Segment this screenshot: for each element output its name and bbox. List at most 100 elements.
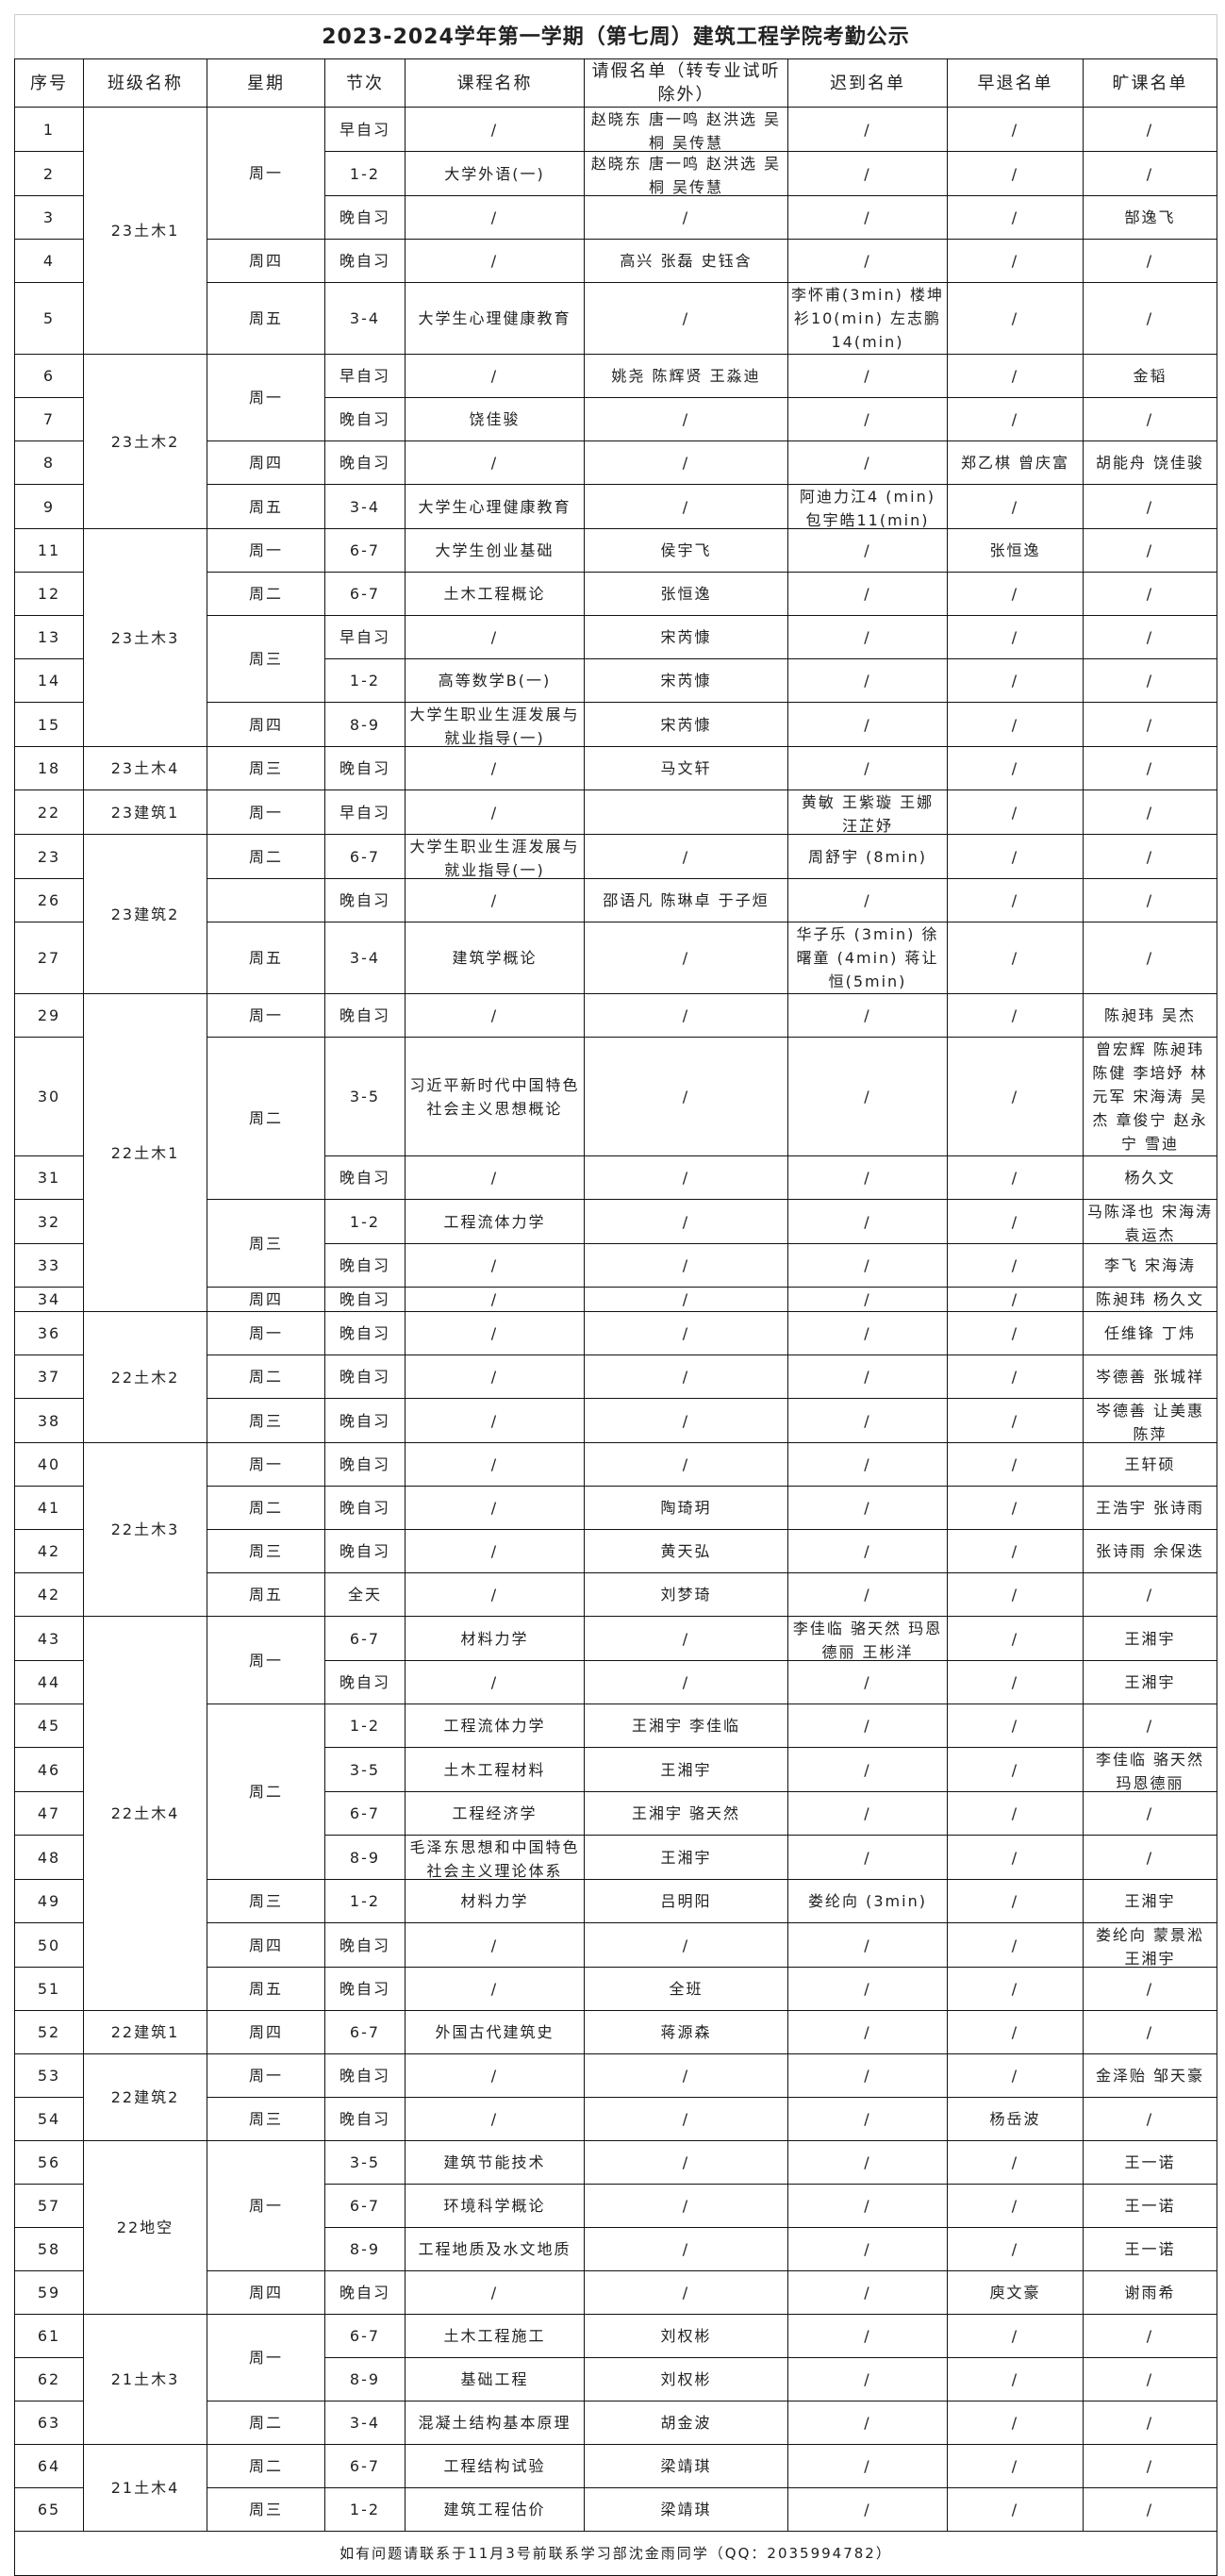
late-list-cell-text: / <box>864 2110 871 2128</box>
table-row: 11 23土木3 周一 6-7 大学生创业基础 侯宇飞 / 张恒逸 / <box>14 528 1217 747</box>
session-cell-text: 3-5 <box>349 1088 381 1105</box>
absent-list-cell-text: / <box>1146 891 1154 909</box>
early-leave-list-cell: / <box>947 878 1084 922</box>
session-cell: 1-2 <box>324 1879 406 1923</box>
late-list-cell: / <box>787 1529 948 1573</box>
late-list-cell-text: / <box>864 2327 871 2345</box>
course-name-cell: 材料力学 <box>405 1879 585 1923</box>
leave-list-cell: / <box>584 2270 788 2315</box>
column-header: 迟到名单 <box>787 58 948 108</box>
course-name-cell-text: 大学生心理健康教育 <box>418 309 571 327</box>
early-leave-list-cell: / <box>947 397 1084 441</box>
absent-list-cell-text: 马陈泽也 宋海涛 袁运杰 <box>1086 1203 1214 1243</box>
weekday-cell: 周五 <box>207 922 325 994</box>
early-leave-list-cell: / <box>947 1791 1084 1836</box>
weekday-cell: 周四 <box>207 440 325 485</box>
column-header: 班级名称 <box>83 58 207 108</box>
absent-list-cell-text: / <box>1146 2414 1154 2432</box>
early-leave-list-cell: / <box>947 2184 1084 2228</box>
leave-list-cell: 王湘宇 骆天然 <box>584 1791 788 1836</box>
class-name-cell-text: 23建筑2 <box>110 905 180 923</box>
session-cell-text: 3-4 <box>349 2414 381 2432</box>
absent-list-cell-text: 曾宏辉 陈昶玮 陈健 李培妤 林元军 宋海涛 吴杰 章俊宁 赵永宁 雪迪 <box>1092 1040 1208 1153</box>
early-leave-list-cell-text: / <box>1011 1717 1019 1735</box>
session-cell: 3-5 <box>324 1037 406 1156</box>
course-name-cell: / <box>405 1243 585 1288</box>
early-leave-list-cell-text: / <box>1011 1980 1019 1998</box>
class-name-cell-text: 21土木3 <box>110 2370 180 2388</box>
session-cell-text: 晚自习 <box>339 252 390 270</box>
absent-list-cell-text: 王一诺 <box>1124 2240 1176 2258</box>
class-name-cell: 23土木3 <box>83 528 207 747</box>
session-cell-text: 晚自习 <box>339 2067 390 2085</box>
session-cell: 6-7 <box>324 2444 406 2488</box>
class-name-cell-text: 22土木2 <box>110 1368 180 1387</box>
late-list-cell: / <box>787 2010 948 2054</box>
early-leave-list-cell: / <box>947 1037 1084 1156</box>
early-leave-list-cell-text: / <box>1011 2414 1019 2432</box>
late-list-cell-text: / <box>864 410 871 428</box>
late-list-cell-text: 李佳临 骆天然 玛恩德丽 王彬洋 <box>792 1620 943 1660</box>
table-row: 42 周五 全天 / 刘梦琦 / / / <box>14 1572 1217 1617</box>
late-list-cell-text: / <box>864 585 871 603</box>
class-name-cell: 23建筑2 <box>83 834 207 994</box>
early-leave-list-cell-text: / <box>1011 2197 1019 2215</box>
session-cell-text: 早自习 <box>339 628 390 646</box>
late-list-cell: / <box>787 2053 948 2098</box>
course-name-cell: 大学外语(一) <box>405 151 585 196</box>
seq-cell-text: 42 <box>37 1586 61 1604</box>
leave-list-cell-text: / <box>682 1256 690 1274</box>
absent-list-cell-text: 娄纶向 蒙景淞 王湘宇 <box>1095 1926 1205 1967</box>
course-name-cell-text: / <box>490 367 499 385</box>
weekday-cell-text: 周一 <box>248 2349 283 2367</box>
session-cell-text: 晚自习 <box>339 1542 390 1560</box>
late-list-cell-text: / <box>864 454 871 472</box>
weekday-cell: 周二 <box>207 1486 325 1530</box>
session-cell: 晚自习 <box>324 1967 406 2011</box>
column-header: 课程名称 <box>405 58 585 108</box>
course-name-cell-text: 工程经济学 <box>452 1804 538 1822</box>
early-leave-list-cell-text: / <box>1011 2153 1019 2171</box>
early-leave-list-cell: 张恒逸 <box>947 528 1084 573</box>
course-name-cell: 建筑工程估价 <box>405 2487 585 2532</box>
early-leave-list-cell: / <box>947 1243 1084 1288</box>
session-cell: 早自习 <box>324 789 406 835</box>
leave-list-cell-text: 陶琦玥 <box>660 1499 712 1517</box>
early-leave-list-cell: / <box>947 1199 1084 1244</box>
table-row: 31 晚自习 / / / / 杨久文 <box>14 1155 1217 1200</box>
class-name-cell: 21土木4 <box>83 2444 207 2532</box>
column-header: 早退名单 <box>947 58 1084 108</box>
absent-list-cell: 马陈泽也 宋海涛 袁运杰 <box>1083 1199 1217 1244</box>
seq-cell-text: 1 <box>42 120 56 139</box>
session-cell: 晚自习 <box>324 397 406 441</box>
course-name-cell: 工程流体力学 <box>405 1703 585 1748</box>
leave-list-cell: / <box>584 195 788 240</box>
session-cell: 晚自习 <box>324 1287 406 1312</box>
early-leave-list-cell: / <box>947 1616 1084 1661</box>
absent-list-cell-text: / <box>1146 410 1154 428</box>
table-row: 15 周四 8-9 大学生职业生涯发展与就业指导(一) 宋芮慷 / / / <box>14 702 1217 747</box>
absent-list-cell: 王湘宇 <box>1083 1616 1217 1661</box>
late-list-cell: 李怀甫(3min) 楼坤衫10(min) 左志鹏14(min) <box>787 282 948 355</box>
early-leave-list-cell: / <box>947 1529 1084 1573</box>
seq-cell: 40 <box>14 1442 84 1487</box>
seq-cell-text: 31 <box>37 1169 61 1187</box>
late-list-cell-text: 周舒宇 (8min) <box>808 847 927 866</box>
late-list-cell-text: / <box>864 1006 871 1024</box>
early-leave-list-cell-text: / <box>1011 1169 1019 1187</box>
leave-list-cell: 姚尧 陈辉贤 王淼迪 <box>584 354 788 398</box>
early-leave-list-cell: 庾文豪 <box>947 2270 1084 2315</box>
seq-cell: 29 <box>14 993 84 1038</box>
seq-cell-text: 4 <box>42 252 56 270</box>
seq-cell: 59 <box>14 2270 84 2315</box>
late-list-cell-text: / <box>864 2370 871 2388</box>
weekday-cell-text: 周四 <box>248 252 283 270</box>
late-list-cell: / <box>787 2444 948 2488</box>
session-cell: 3-4 <box>324 922 406 994</box>
weekday-cell: 周一 <box>207 2314 325 2401</box>
late-list-cell-text: / <box>864 628 871 646</box>
session-cell-text: 晚自习 <box>339 891 390 909</box>
course-name-cell-text: / <box>490 1256 499 1274</box>
early-leave-list-cell-text: 郑乙棋 曾庆富 <box>960 454 1070 472</box>
early-leave-list-cell-text: / <box>1011 410 1019 428</box>
